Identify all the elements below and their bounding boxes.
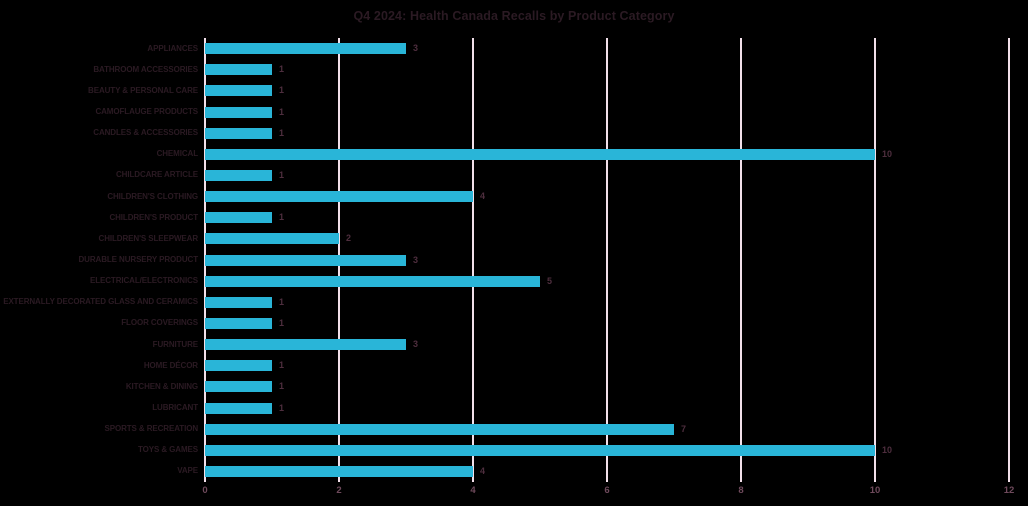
data-label: 1 bbox=[279, 402, 285, 413]
data-label: 1 bbox=[279, 169, 285, 180]
data-label: 3 bbox=[413, 254, 419, 265]
category-label: LUBRICANT bbox=[152, 403, 198, 412]
bar[interactable] bbox=[205, 148, 875, 160]
category-label: EXTERNALLY DECORATED GLASS AND CERAMICS bbox=[3, 297, 198, 307]
gridline bbox=[1008, 38, 1010, 482]
bar[interactable] bbox=[205, 423, 674, 435]
bar[interactable] bbox=[205, 360, 272, 372]
bar[interactable] bbox=[205, 317, 272, 329]
category-label: BEAUTY & PERSONAL CARE bbox=[88, 85, 198, 95]
x-axis: 0 2 4 6 8 10 12 bbox=[202, 485, 1014, 499]
category-label: APPLIANCES bbox=[147, 43, 198, 53]
data-label: 3 bbox=[413, 339, 419, 350]
data-label: 4 bbox=[480, 465, 486, 476]
data-label: 1 bbox=[279, 106, 285, 117]
data-label: 1 bbox=[279, 360, 285, 371]
x-axis-tick-label: 2 bbox=[336, 485, 342, 496]
bar[interactable] bbox=[205, 254, 406, 266]
category-label: KITCHEN & DINING bbox=[125, 381, 198, 391]
gridline bbox=[472, 38, 474, 482]
category-label: BATHROOM ACCESSORIES bbox=[93, 64, 198, 74]
category-label: SPORTS & RECREATION bbox=[104, 424, 198, 434]
data-label: 1 bbox=[279, 317, 285, 328]
data-label: 10 bbox=[882, 148, 893, 159]
category-label: FLOOR COVERINGS bbox=[121, 318, 198, 328]
plot-area: 3 1 1 1 1 10 1 4 1 2 3 5 1 1 3 1 1 1 7 10 4 bbox=[204, 38, 1010, 482]
bar[interactable] bbox=[205, 43, 406, 55]
category-label: CHILDREN'S SLEEPWEAR bbox=[98, 233, 199, 243]
category-label: TOYS & GAMES bbox=[138, 445, 198, 455]
gridline bbox=[606, 38, 608, 482]
data-label: 10 bbox=[882, 444, 893, 455]
bar[interactable] bbox=[205, 64, 272, 76]
category-label: VAPE bbox=[177, 466, 198, 476]
category-label: DURABLE NURSERY PRODUCT bbox=[78, 255, 199, 264]
data-label: 5 bbox=[547, 275, 553, 286]
x-axis-tick-label: 0 bbox=[202, 485, 208, 496]
bar[interactable] bbox=[205, 191, 473, 203]
bar[interactable] bbox=[205, 444, 875, 456]
data-label: 7 bbox=[681, 423, 687, 434]
bar[interactable] bbox=[205, 402, 272, 414]
data-label: 2 bbox=[346, 233, 352, 244]
bar[interactable] bbox=[205, 381, 272, 393]
category-label: CHILDREN'S CLOTHING bbox=[107, 191, 198, 201]
bar[interactable] bbox=[205, 275, 540, 287]
category-label: CHILDREN'S PRODUCT bbox=[109, 212, 198, 222]
x-axis-tick-label: 4 bbox=[470, 485, 476, 496]
category-label: CHEMICAL bbox=[156, 149, 199, 159]
data-label: 1 bbox=[279, 212, 285, 223]
category-label: CANDLES & ACCESSORIES bbox=[93, 128, 198, 138]
bar[interactable] bbox=[205, 85, 272, 97]
category-label: CHILDCARE ARTICLE bbox=[116, 170, 198, 180]
data-label: 1 bbox=[279, 381, 285, 392]
x-axis-tick-label: 6 bbox=[604, 485, 610, 496]
bar[interactable] bbox=[205, 127, 272, 139]
bar[interactable] bbox=[205, 296, 272, 308]
bar[interactable] bbox=[205, 233, 339, 245]
bar[interactable] bbox=[205, 339, 406, 351]
category-label: CAMOFLAUGE PRODUCTS bbox=[95, 107, 198, 116]
category-label: HOME DÉCOR bbox=[143, 360, 198, 370]
gridline bbox=[740, 38, 742, 482]
bar[interactable] bbox=[205, 212, 272, 224]
chart-title: Q4 2024: Health Canada Recalls by Produc… bbox=[353, 9, 675, 23]
data-label: 1 bbox=[279, 296, 285, 307]
gridline bbox=[874, 38, 876, 482]
data-label: 1 bbox=[279, 127, 285, 138]
y-axis-category-labels: APPLIANCES BATHROOM ACCESSORIES BEAUTY & P… bbox=[0, 38, 198, 482]
data-label: 1 bbox=[279, 85, 285, 96]
category-label: FURNITURE bbox=[152, 339, 198, 349]
bar[interactable] bbox=[205, 169, 272, 181]
x-axis-tick-label: 10 bbox=[869, 485, 881, 496]
data-label: 1 bbox=[279, 64, 285, 75]
data-label: 4 bbox=[480, 191, 486, 202]
bar[interactable] bbox=[205, 106, 272, 118]
data-label: 3 bbox=[413, 43, 419, 54]
x-axis-tick-label: 8 bbox=[738, 485, 744, 496]
category-label: ELECTRICAL/ELECTRONICS bbox=[89, 276, 198, 286]
x-axis-tick-label: 12 bbox=[1003, 485, 1015, 496]
bar[interactable] bbox=[205, 465, 473, 477]
